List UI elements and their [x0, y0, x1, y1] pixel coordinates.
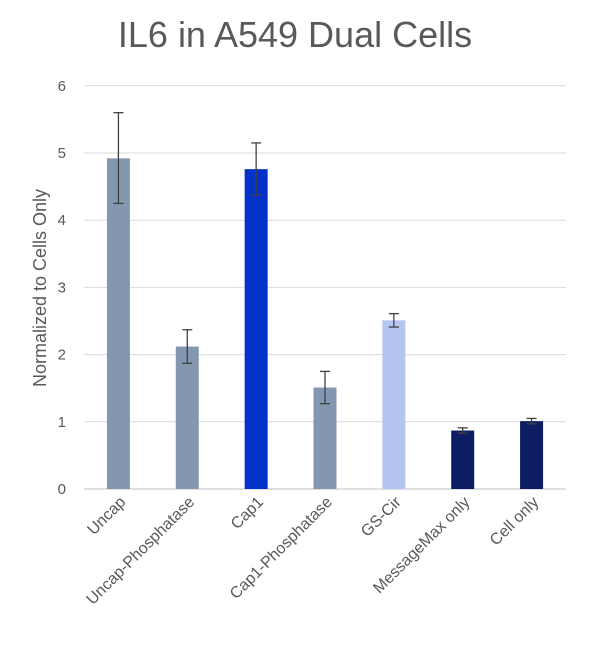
chart-title: IL6 in A549 Dual Cells — [117, 14, 473, 55]
y-tick-label: 0 — [58, 481, 66, 498]
x-tick-label: Cell only — [487, 494, 542, 549]
bar-cap1-phosphatase — [313, 387, 337, 489]
error-bar — [526, 417, 537, 425]
error-bar — [113, 112, 124, 205]
y-tick-label: 5 — [58, 145, 66, 162]
bar-uncap — [106, 158, 130, 489]
bar-uncap-phosphatase — [175, 346, 199, 489]
y-tick-label: 3 — [58, 279, 66, 296]
bars — [106, 158, 544, 490]
x-tick-label: Uncap — [85, 494, 130, 539]
y-tick-label: 6 — [58, 78, 66, 95]
error-bars — [113, 112, 537, 434]
bar-cap1 — [244, 169, 268, 490]
y-tick-label: 1 — [58, 414, 66, 431]
x-tick-label: GS-Cir — [358, 493, 405, 540]
x-tick-label: Cap1 — [228, 494, 267, 533]
error-bar — [457, 427, 468, 434]
error-bar — [388, 312, 399, 328]
y-tick-label: 4 — [58, 212, 66, 229]
y-tick-label: 2 — [58, 347, 66, 364]
bar-gs-cir — [382, 320, 406, 489]
error-bar — [320, 370, 330, 405]
error-bar — [182, 329, 193, 364]
y-axis-ticks: 0 1 2 3 4 5 6 — [58, 78, 66, 498]
bar-cell-only — [520, 421, 544, 489]
y-axis-label: Normalized to Cells Only — [30, 189, 50, 387]
bar-messagemax-only — [451, 430, 475, 489]
error-bar — [251, 142, 262, 196]
